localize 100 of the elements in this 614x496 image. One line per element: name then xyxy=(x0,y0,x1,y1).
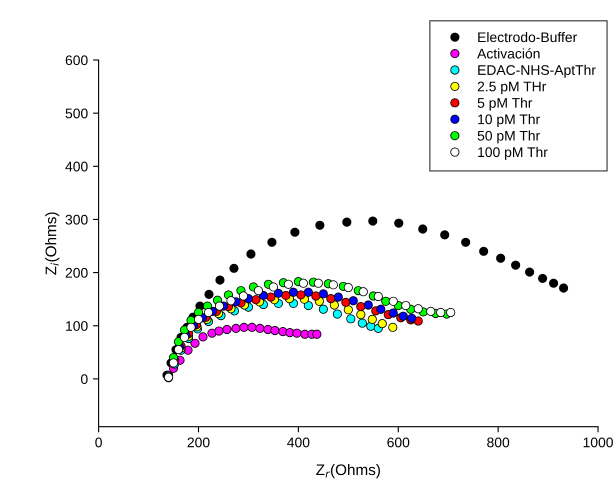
point xyxy=(358,287,368,296)
point xyxy=(356,302,366,312)
point xyxy=(368,314,377,324)
point xyxy=(226,296,236,306)
point xyxy=(326,294,336,304)
point xyxy=(358,318,367,328)
point xyxy=(342,218,352,227)
legend-label: 50 pM Thr xyxy=(478,130,540,144)
point xyxy=(346,314,356,324)
point xyxy=(378,319,387,328)
point xyxy=(215,275,225,285)
y-tick-label: 300 xyxy=(66,214,88,225)
point xyxy=(479,246,488,256)
point xyxy=(292,328,302,338)
x-tick-label: 800 xyxy=(487,437,510,448)
point xyxy=(268,282,278,292)
point xyxy=(496,254,506,263)
point xyxy=(311,291,320,301)
point xyxy=(274,288,283,298)
point xyxy=(368,216,378,226)
legend-label: 2.5 pM THr xyxy=(478,82,546,94)
point xyxy=(446,308,456,318)
point xyxy=(214,326,224,336)
legend-label: EDAC-NHS-AptThr xyxy=(478,64,596,78)
point xyxy=(328,280,338,290)
point xyxy=(332,309,342,319)
point xyxy=(394,218,404,228)
point xyxy=(525,267,534,277)
x-axis-title: Z$_{r}$(Ohms) xyxy=(316,464,380,478)
point xyxy=(190,338,200,348)
point xyxy=(549,278,558,288)
y-axis-title: Z$_{i}$(Ohms) xyxy=(45,212,60,275)
point xyxy=(266,292,276,302)
point xyxy=(298,278,308,288)
point xyxy=(364,300,373,310)
legend-label: 100 pM Thr xyxy=(478,146,548,160)
point xyxy=(461,238,470,247)
point xyxy=(284,280,293,289)
point xyxy=(198,332,208,342)
point xyxy=(388,296,398,306)
x-tick-label: 200 xyxy=(188,437,210,448)
point xyxy=(304,300,313,310)
point xyxy=(398,312,408,321)
y-tick-label: 500 xyxy=(66,108,88,118)
y-tick-label: 600 xyxy=(66,55,88,66)
point xyxy=(229,264,239,273)
point xyxy=(194,314,204,324)
point xyxy=(376,304,386,314)
point xyxy=(204,308,214,318)
point xyxy=(344,305,353,314)
point xyxy=(304,288,313,297)
y-tick-label: 0 xyxy=(81,374,88,384)
point xyxy=(290,228,300,237)
point xyxy=(267,238,276,247)
y-tick-label: 100 xyxy=(66,321,88,331)
x-tick-label: 400 xyxy=(287,437,310,448)
point xyxy=(538,274,548,284)
point xyxy=(334,292,343,302)
point xyxy=(312,330,322,339)
legend-label: 5 pM Thr xyxy=(478,98,532,111)
point xyxy=(318,289,328,298)
point xyxy=(255,324,265,333)
point xyxy=(239,322,249,332)
point xyxy=(388,308,398,318)
point xyxy=(426,306,436,316)
point xyxy=(186,322,196,332)
point xyxy=(254,286,264,296)
point xyxy=(214,301,224,311)
x-tick-label: 0 xyxy=(95,437,102,448)
x-tick-label: 1000 xyxy=(584,437,613,448)
point xyxy=(341,298,350,307)
point xyxy=(315,220,324,230)
point xyxy=(204,290,214,299)
point xyxy=(270,326,280,336)
point xyxy=(436,308,446,318)
point xyxy=(348,296,358,306)
point xyxy=(288,288,298,297)
point xyxy=(314,278,323,288)
point xyxy=(511,260,520,270)
point xyxy=(401,300,410,310)
point xyxy=(238,291,248,301)
point xyxy=(344,282,353,292)
y-tick-label: 400 xyxy=(65,162,88,172)
point xyxy=(247,322,257,332)
point xyxy=(222,324,232,334)
point xyxy=(388,322,398,332)
y-tick-label: 200 xyxy=(66,268,88,278)
point xyxy=(180,332,190,342)
legend-label: 10 pM Thr xyxy=(478,114,540,127)
point xyxy=(558,283,568,293)
x-tick-label: 600 xyxy=(387,437,410,448)
point xyxy=(231,324,241,333)
legend-label: Activación xyxy=(477,48,540,59)
point xyxy=(174,345,184,354)
point xyxy=(374,292,383,302)
legend-label: Electrodo-Buffer xyxy=(478,32,577,42)
point xyxy=(318,304,328,314)
point xyxy=(414,304,423,314)
point xyxy=(418,224,428,234)
point xyxy=(356,310,366,320)
